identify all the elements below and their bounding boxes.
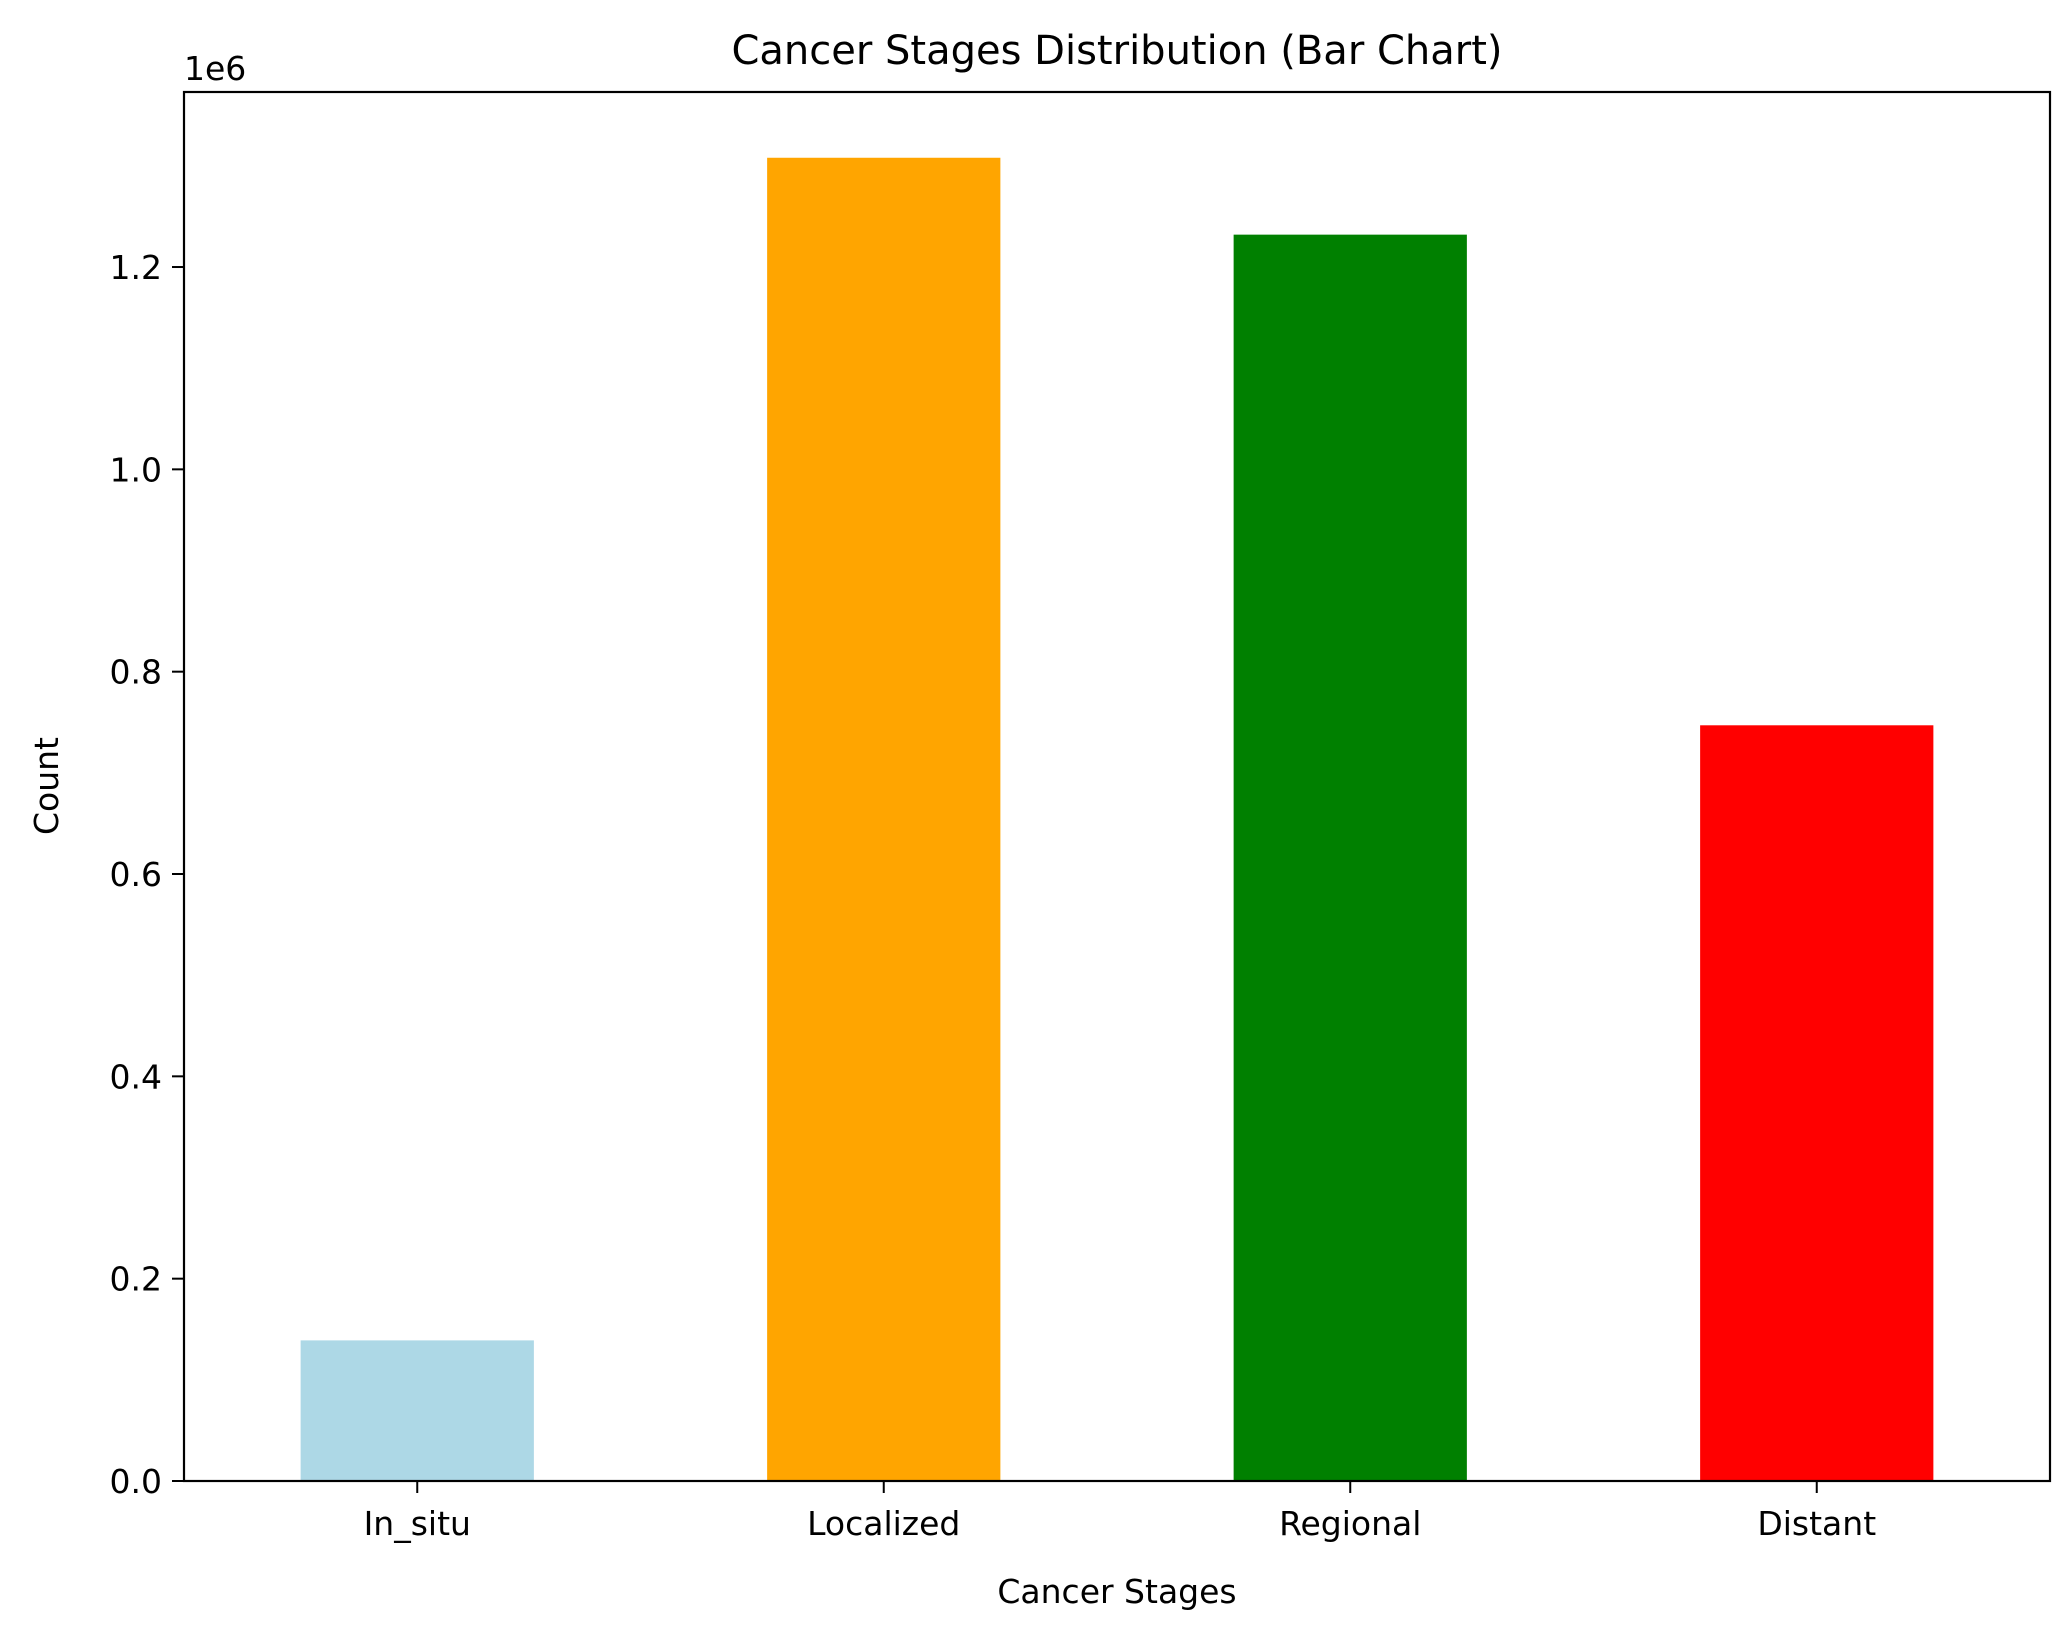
x-axis-ticks: In_situ Localized Regional Distant	[364, 1481, 1876, 1543]
bar-localized	[767, 157, 1001, 1482]
y-axis-ticks: 0.0 0.2 0.4 0.6 0.8 1.0 1.2	[110, 248, 184, 1501]
y-offset-label: 1e6	[184, 49, 246, 88]
chart-title: Cancer Stages Distribution (Bar Chart)	[731, 28, 1502, 74]
x-tick-label: In_situ	[364, 1504, 471, 1543]
x-axis-label: Cancer Stages	[997, 1572, 1236, 1611]
y-tick-label: 1.0	[110, 450, 162, 489]
y-tick-label: 0.8	[110, 653, 162, 692]
y-axis-label: Count	[27, 737, 66, 835]
x-tick-label: Distant	[1757, 1504, 1876, 1543]
bars-group	[300, 157, 1934, 1482]
y-tick-label: 0.2	[110, 1260, 162, 1299]
bar-regional	[1233, 234, 1467, 1482]
y-tick-label: 0.6	[110, 855, 162, 894]
bar-distant	[1700, 725, 1934, 1481]
y-tick-label: 0.4	[110, 1057, 162, 1096]
y-tick-label: 1.2	[110, 248, 162, 287]
x-tick-label: Regional	[1279, 1504, 1421, 1543]
y-tick-label: 0.0	[110, 1462, 162, 1501]
bar-in-situ	[300, 1340, 534, 1481]
x-tick-label: Localized	[807, 1504, 960, 1543]
plot-frame	[182, 90, 2052, 1483]
